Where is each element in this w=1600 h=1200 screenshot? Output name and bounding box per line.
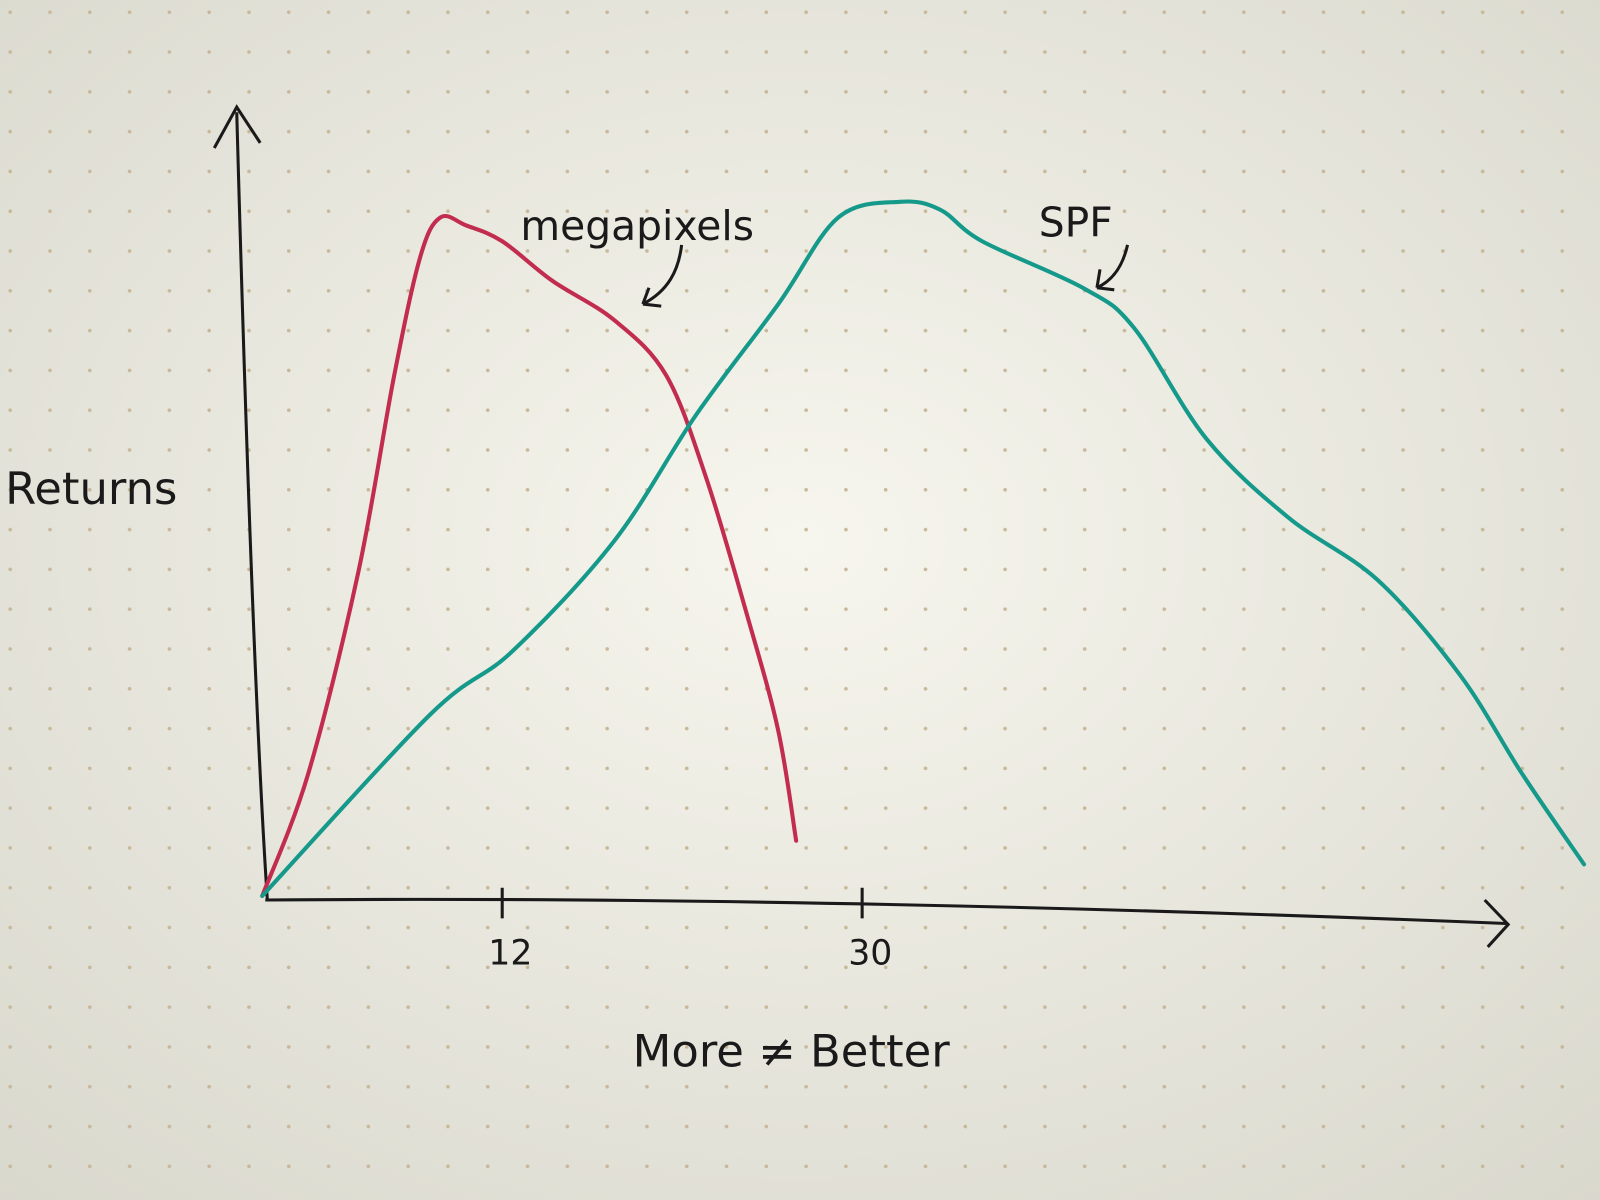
y-axis-label: Returns: [5, 462, 177, 515]
series-line: [260, 199, 1587, 898]
x-axis: [265, 897, 1507, 925]
annotation-arrow: [1095, 244, 1130, 292]
x-axis-arrow: [1483, 898, 1511, 948]
y-axis-arrow: [212, 104, 262, 149]
series-label: megapixels: [520, 202, 754, 250]
x-tick-label: 30: [848, 933, 892, 973]
annotation-arrow: [641, 244, 684, 308]
y-axis: [235, 112, 269, 901]
series-line: [260, 213, 799, 898]
x-axis-label: More ≠ Better: [633, 1024, 951, 1077]
series-label: SPF: [1039, 199, 1113, 247]
x-tick-label: 12: [488, 933, 532, 973]
